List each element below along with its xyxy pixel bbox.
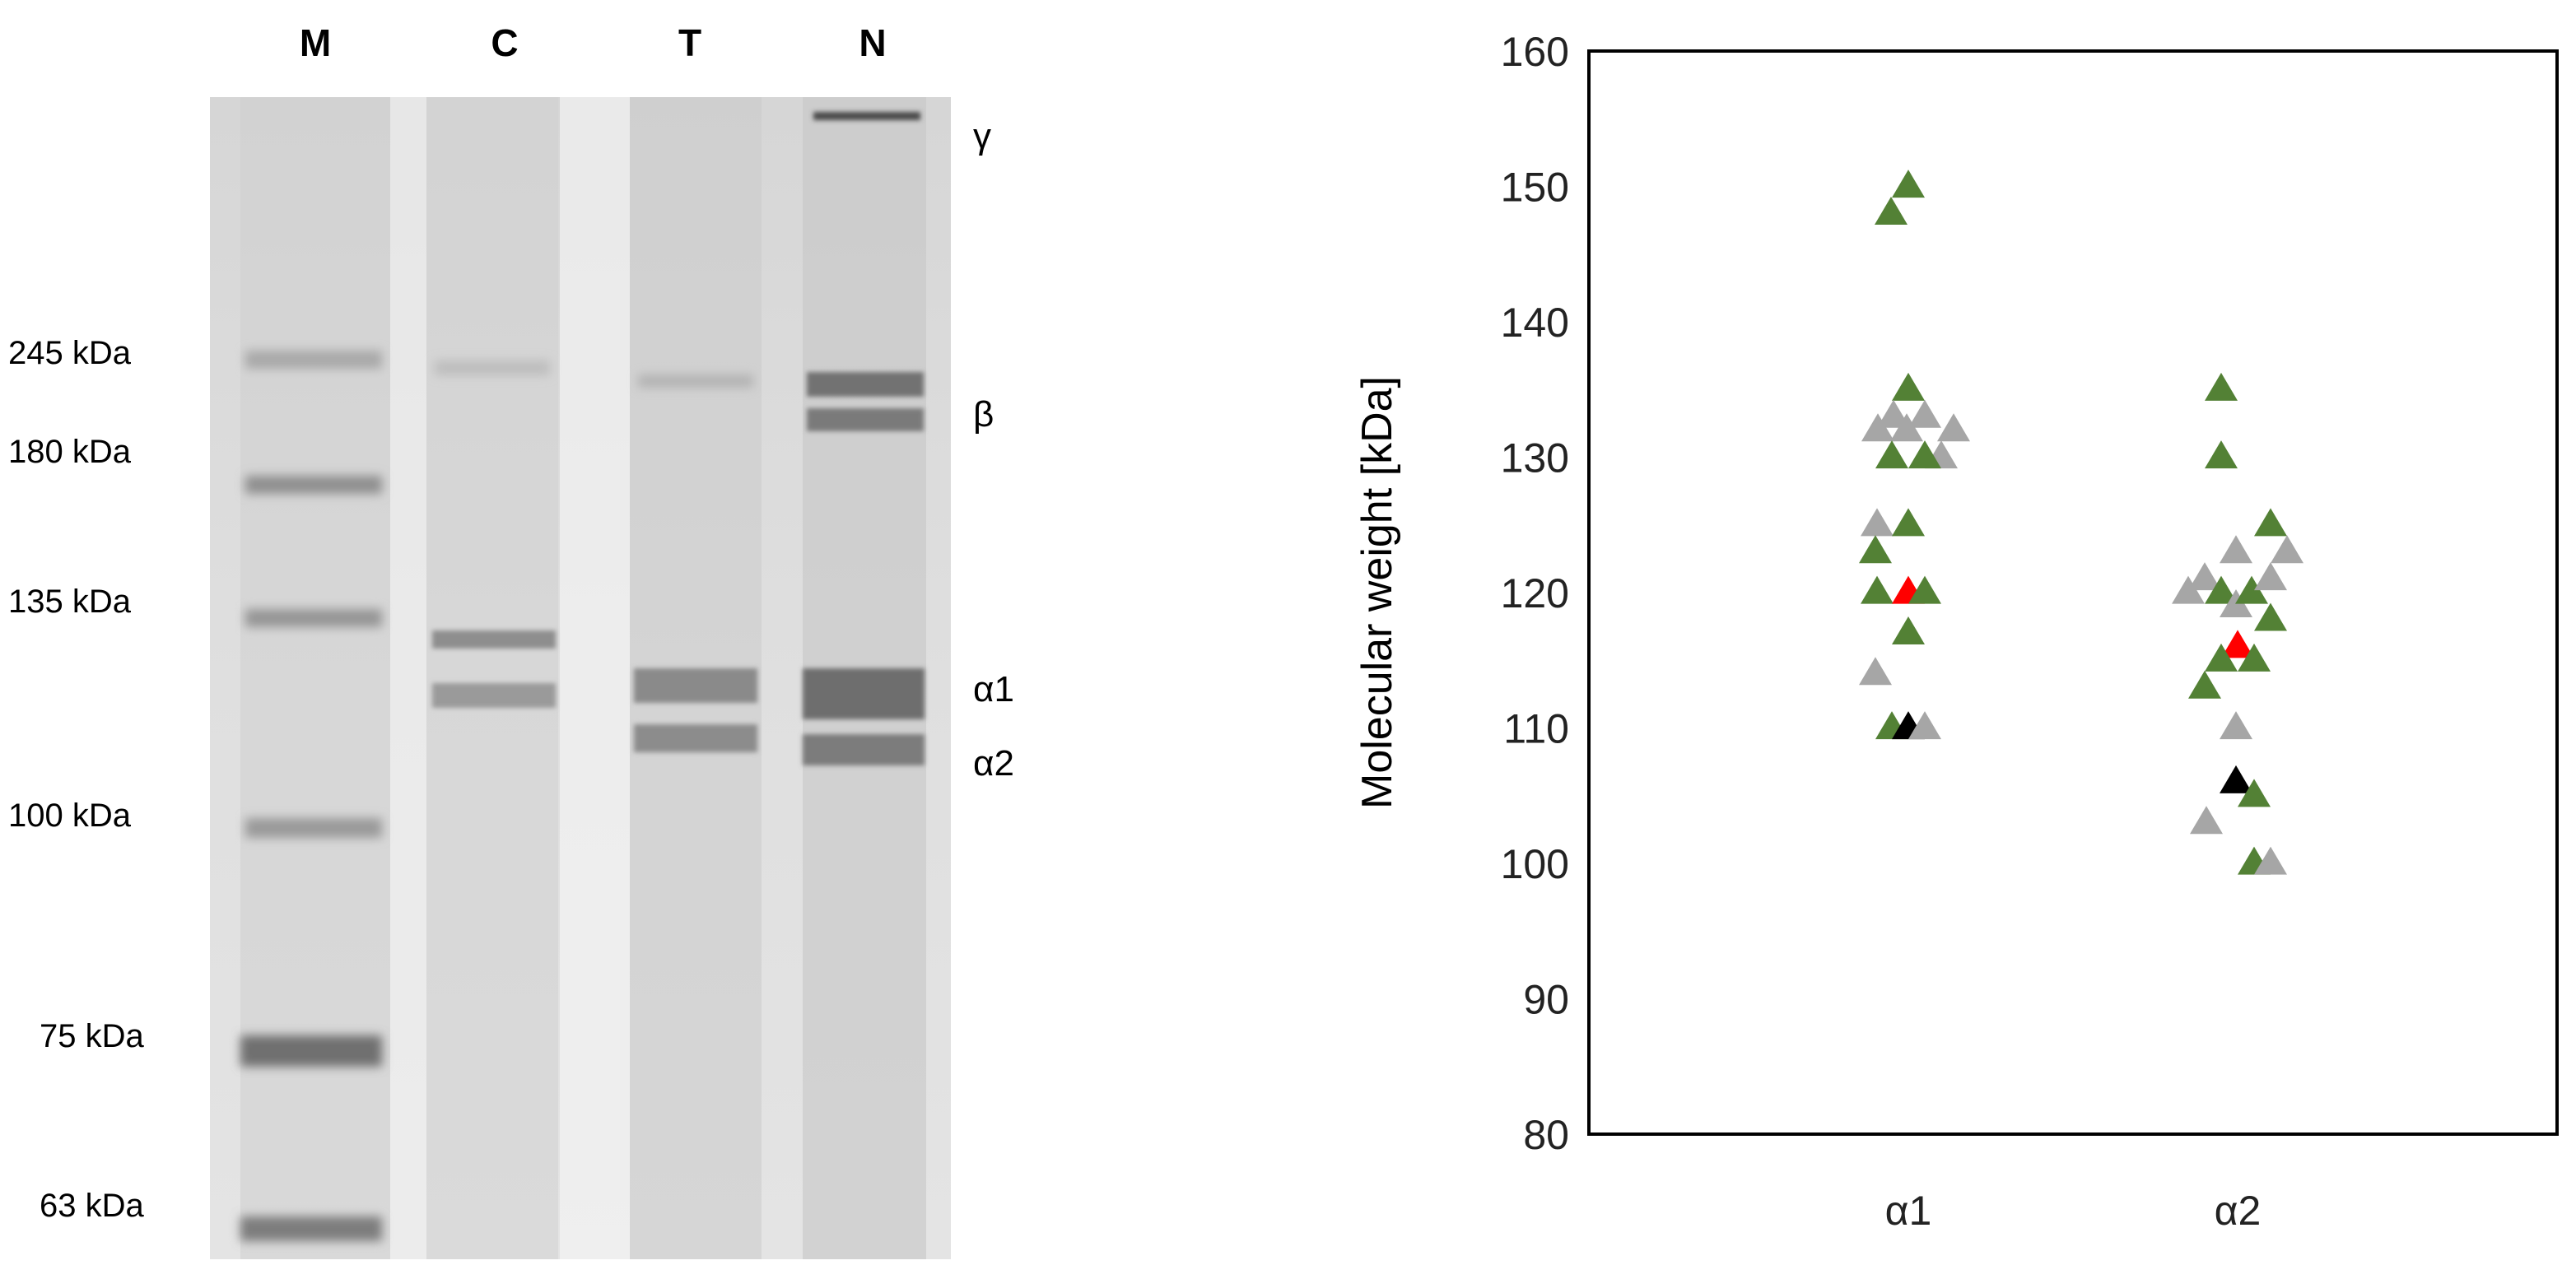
y-axis-label: Molecular weight [kDa] (1353, 376, 1401, 809)
lane-label-n: N (859, 21, 886, 64)
scatter-chart: 80 90 100 110 120 130 140 150 160 α1 α2 Molecular… (1353, 29, 2559, 1234)
marker-label-75: 75 kDa (40, 1018, 144, 1054)
data-point-green (1875, 197, 1908, 225)
band-n-beta-lower (807, 408, 924, 431)
data-point-black (2220, 765, 2252, 793)
band-m-180 (245, 476, 382, 494)
data-point-green (1892, 372, 1925, 401)
data-point-red (2221, 630, 2254, 658)
band-t-beta (638, 374, 753, 388)
lane-t-bands (634, 374, 757, 752)
band-m-75 (240, 1035, 382, 1067)
data-point-green (1892, 616, 1925, 644)
data-point-gray (1890, 413, 1923, 442)
lane-m (240, 97, 390, 1259)
gel-panel: M C T N 245 kDa 180 kDa 135 kDa 100 kDa … (8, 21, 1014, 1259)
x-axis-ticks: α1 α2 (1885, 1188, 2262, 1234)
data-point-gray (1908, 711, 1941, 740)
data-point-green (1892, 170, 1925, 198)
data-point-gray (2188, 562, 2221, 591)
y-tick-label: 90 (1523, 977, 1569, 1023)
data-point-green (2205, 643, 2238, 672)
data-point-green (2254, 602, 2287, 631)
marker-label-245: 245 kDa (8, 335, 132, 371)
lane-c (426, 97, 558, 1259)
data-point-green (2254, 508, 2287, 537)
data-point-green (1908, 575, 1941, 604)
data-point-gray (2254, 846, 2287, 875)
y-tick-label: 150 (1501, 165, 1569, 211)
y-tick-label: 130 (1501, 435, 1569, 481)
marker-label-135: 135 kDa (8, 584, 132, 620)
band-m-135 (245, 609, 382, 627)
plot-area (1587, 49, 2559, 1136)
band-c-alpha2 (432, 683, 556, 708)
data-point-green (2235, 575, 2268, 604)
lane-c-bands (432, 360, 556, 708)
band-t-alpha1 (634, 668, 757, 703)
data-point-green (2188, 670, 2221, 699)
band-n-alpha1 (803, 668, 925, 719)
data-point-green (2205, 575, 2238, 604)
marker-label-63: 63 kDa (40, 1188, 144, 1224)
band-c-1 (435, 360, 550, 375)
band-n-alpha2 (803, 734, 925, 765)
gel-gap-1 (390, 97, 426, 1259)
data-point-green (1861, 575, 1894, 604)
data-point-gray (1937, 413, 1970, 442)
lane-label-m: M (300, 21, 331, 64)
data-point-green (1859, 535, 1892, 564)
data-point-green (2205, 372, 2238, 401)
y-tick-label: 140 (1501, 300, 1569, 346)
marker-labels: 245 kDa 180 kDa 135 kDa 100 kDa 75 kDa 6… (8, 335, 144, 1224)
marker-bands (240, 351, 382, 1241)
gel-gap-2 (560, 97, 630, 1259)
data-point-gray (2220, 535, 2252, 564)
x-tick-label: α1 (1885, 1188, 1932, 1234)
band-label-beta: β (973, 394, 994, 435)
lane-label-c: C (491, 21, 518, 64)
band-label-alpha1: α1 (973, 669, 1014, 709)
data-point-gray (2172, 575, 2205, 604)
lane-n-bands (803, 112, 925, 765)
data-point-gray (1877, 399, 1910, 428)
data-point-green (1908, 440, 1941, 469)
band-n-beta-upper (807, 372, 924, 397)
data-point-green (2238, 643, 2271, 672)
data-points (1859, 170, 2303, 875)
y-tick-label: 100 (1501, 841, 1569, 887)
data-point-green (2205, 440, 2238, 469)
x-tick-label: α2 (2215, 1188, 2262, 1234)
data-point-gray (2190, 806, 2223, 835)
data-point-gray (1861, 508, 1894, 537)
y-tick-label: 110 (1503, 706, 1569, 752)
band-n-gamma (813, 112, 920, 120)
data-point-green (1875, 440, 1908, 469)
band-t-alpha2 (634, 724, 757, 752)
data-point-green (1892, 508, 1925, 537)
lane-headers: M C T N (300, 21, 887, 64)
band-labels: γ β α1 α2 (973, 116, 1014, 784)
data-point-gray (2271, 535, 2303, 564)
y-axis-ticks: 80 90 100 110 120 130 140 150 160 (1501, 29, 1569, 1158)
band-c-alpha1 (432, 630, 556, 649)
band-m-245 (245, 351, 382, 369)
data-point-gray (1859, 657, 1892, 686)
y-tick-label: 120 (1501, 570, 1569, 616)
data-point-gray (1908, 399, 1941, 428)
band-m-100 (245, 818, 382, 838)
lane-label-t: T (678, 21, 701, 64)
band-label-alpha2: α2 (973, 743, 1014, 784)
band-label-gamma: γ (973, 116, 991, 156)
data-point-green (2238, 779, 2271, 807)
band-m-63 (240, 1216, 382, 1241)
data-point-gray (2254, 562, 2287, 591)
marker-label-180: 180 kDa (8, 434, 132, 470)
y-tick-label: 80 (1523, 1112, 1569, 1158)
marker-label-100: 100 kDa (8, 798, 132, 834)
y-tick-label: 160 (1501, 29, 1569, 75)
data-point-gray (2220, 711, 2252, 740)
